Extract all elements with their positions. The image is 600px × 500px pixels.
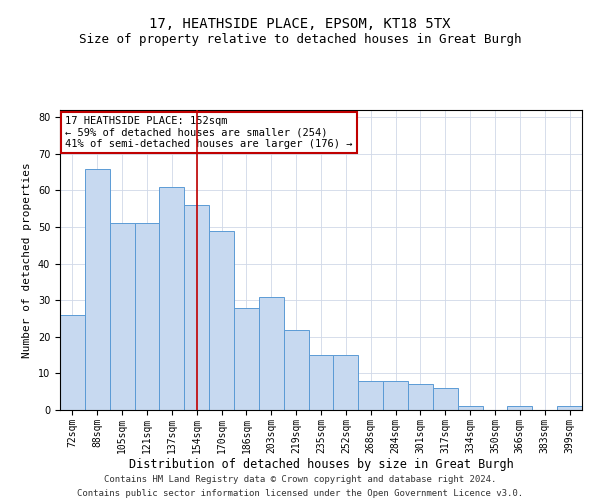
Bar — [508, 406, 532, 410]
Y-axis label: Number of detached properties: Number of detached properties — [22, 162, 32, 358]
Bar — [334, 355, 358, 410]
Bar — [134, 224, 160, 410]
Bar — [358, 380, 383, 410]
Bar — [60, 315, 85, 410]
Bar — [308, 355, 334, 410]
Text: Contains HM Land Registry data © Crown copyright and database right 2024.
Contai: Contains HM Land Registry data © Crown c… — [77, 476, 523, 498]
Bar — [433, 388, 458, 410]
Text: 17, HEATHSIDE PLACE, EPSOM, KT18 5TX: 17, HEATHSIDE PLACE, EPSOM, KT18 5TX — [149, 18, 451, 32]
Text: 17 HEATHSIDE PLACE: 152sqm
← 59% of detached houses are smaller (254)
41% of sem: 17 HEATHSIDE PLACE: 152sqm ← 59% of deta… — [65, 116, 353, 149]
Bar — [85, 168, 110, 410]
Bar — [383, 380, 408, 410]
Bar — [160, 187, 184, 410]
Bar — [458, 406, 482, 410]
Bar — [408, 384, 433, 410]
Bar — [184, 205, 209, 410]
Text: Size of property relative to detached houses in Great Burgh: Size of property relative to detached ho… — [79, 32, 521, 46]
Bar — [284, 330, 308, 410]
X-axis label: Distribution of detached houses by size in Great Burgh: Distribution of detached houses by size … — [128, 458, 514, 471]
Bar — [234, 308, 259, 410]
Bar — [209, 230, 234, 410]
Bar — [259, 296, 284, 410]
Bar — [557, 406, 582, 410]
Bar — [110, 224, 134, 410]
